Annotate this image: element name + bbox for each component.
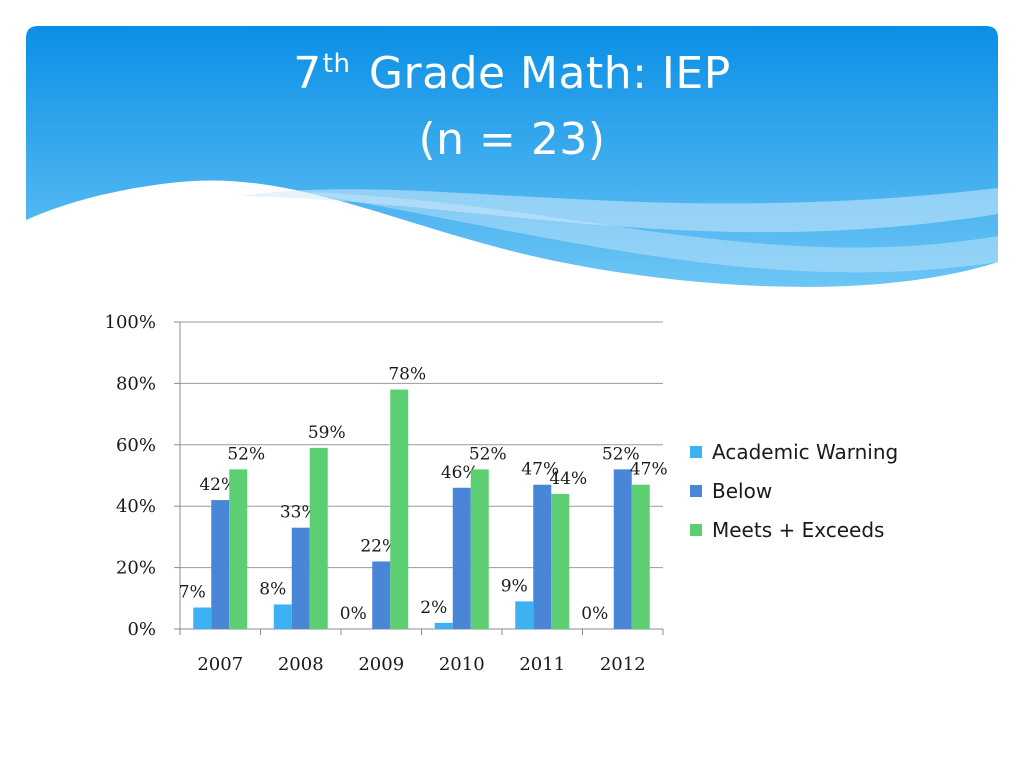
bar (434, 622, 453, 629)
legend-label: Meets + Exceeds (712, 518, 884, 542)
legend-label: Below (712, 479, 772, 503)
title-banner (26, 26, 998, 287)
bar (372, 561, 391, 629)
x-category-label: 2009 (358, 654, 404, 675)
bar (309, 447, 328, 629)
wave-decoration (300, 192, 998, 273)
data-label: 2% (420, 598, 447, 618)
x-category-label: 2011 (519, 654, 565, 675)
bar (613, 469, 632, 629)
bar (229, 469, 248, 629)
x-category-label: 2012 (600, 654, 646, 675)
title-line: 7th Grade Math: IEP (0, 44, 1024, 110)
y-tick-label: 80% (116, 373, 156, 394)
y-tick-label: 20% (116, 558, 156, 579)
bar (470, 469, 489, 629)
x-category-label: 2007 (197, 654, 243, 675)
y-tick-label: 60% (116, 435, 156, 456)
title-grade-number: 7 (293, 48, 322, 99)
title-ordinal-suffix: th (322, 49, 351, 79)
data-label: 78% (388, 365, 426, 385)
y-tick-label: 100% (105, 312, 156, 333)
x-category-label: 2008 (278, 654, 324, 675)
data-label: 46% (441, 463, 479, 483)
data-label: 52% (602, 444, 640, 464)
title-text: Grade Math: IEP (354, 48, 731, 99)
bar (193, 607, 212, 629)
data-label: 8% (259, 579, 286, 599)
bar (273, 604, 292, 629)
data-label: 0% (581, 604, 608, 624)
legend-swatch (690, 485, 702, 497)
legend-swatch (690, 446, 702, 458)
legend-label: Academic Warning (712, 440, 898, 464)
data-label: 59% (308, 423, 346, 443)
y-tick-label: 40% (116, 496, 156, 517)
data-label: 0% (340, 604, 367, 624)
bar (390, 389, 409, 629)
data-label: 42% (199, 475, 237, 495)
wave-decoration (240, 188, 998, 233)
data-label: 52% (469, 444, 507, 464)
title-subtitle: (n = 23) (418, 114, 606, 165)
slide-title: 7th Grade Math: IEP (n = 23) (0, 44, 1024, 170)
x-category-label: 2010 (439, 654, 485, 675)
data-label: 22% (360, 536, 398, 556)
data-label: 44% (549, 469, 587, 489)
data-label: 7% (179, 583, 206, 603)
data-label: 47% (630, 460, 668, 480)
data-label: 33% (280, 503, 318, 523)
bar (631, 484, 650, 629)
bar (452, 487, 471, 629)
data-label: 52% (227, 444, 265, 464)
legend-swatch (690, 524, 702, 536)
bar (291, 527, 310, 629)
bar (551, 493, 570, 629)
data-label: 47% (521, 460, 559, 480)
data-label: 9% (501, 576, 528, 596)
bar (211, 500, 230, 629)
bar (533, 484, 552, 629)
y-tick-label: 0% (127, 619, 156, 640)
bar (515, 601, 534, 629)
